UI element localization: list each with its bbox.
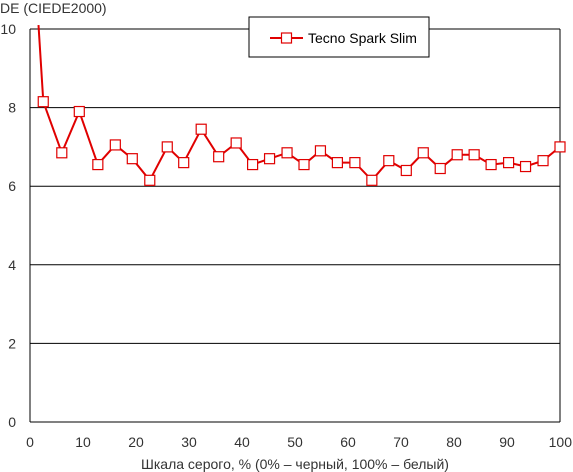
x-axis-label: Шкала серого, % (0% – черный, 100% – бел… — [141, 456, 449, 472]
data-point — [281, 147, 293, 159]
data-point — [161, 141, 173, 153]
data-point — [230, 137, 242, 149]
data-point — [73, 105, 85, 118]
data-point — [519, 160, 532, 173]
data-point — [144, 174, 156, 186]
x-tick-label: 40 — [234, 434, 250, 450]
y-tick-label: 10 — [0, 21, 16, 37]
x-tick-label: 60 — [340, 434, 356, 450]
legend: Tecno Spark Slim — [248, 16, 430, 58]
y-tick-label: 6 — [8, 178, 16, 194]
y-tick-label: 4 — [8, 257, 16, 273]
data-point — [383, 155, 395, 167]
legend-marker — [280, 32, 293, 44]
data-point — [126, 153, 138, 165]
legend-label: Tecno Spark Slim — [308, 30, 417, 46]
y-tick-label: 0 — [8, 414, 16, 430]
data-point — [109, 139, 121, 151]
data-point — [451, 149, 463, 161]
x-tick-label: 70 — [393, 434, 409, 450]
data-point — [213, 151, 225, 163]
y-tick-label: 8 — [8, 100, 16, 116]
data-point — [417, 147, 429, 159]
data-point — [434, 162, 446, 175]
data-point — [537, 155, 549, 167]
data-point — [56, 147, 68, 159]
y-tick-labels: 0 2 4 6 8 10 — [0, 21, 16, 430]
gridlines — [29, 28, 561, 423]
x-tick-label: 50 — [287, 434, 303, 450]
x-tick-label: 20 — [128, 434, 144, 450]
y-tick-label: 2 — [8, 335, 16, 351]
data-point — [554, 141, 566, 153]
data-point — [247, 158, 259, 171]
data-point — [468, 149, 480, 161]
series-layer — [37, 25, 566, 186]
data-point — [195, 123, 207, 135]
x-tick-label: 30 — [181, 434, 197, 450]
y-axis-label: DE (CIEDE2000) — [0, 0, 107, 16]
data-point — [502, 157, 515, 169]
x-tick-label: 10 — [75, 434, 91, 450]
data-point — [37, 96, 49, 108]
data-point — [263, 153, 276, 165]
x-tick-label: 90 — [499, 434, 515, 450]
data-point — [400, 164, 412, 177]
x-tick-label: 0 — [26, 434, 34, 450]
x-tick-label: 80 — [446, 434, 462, 450]
data-point — [485, 158, 497, 171]
data-point — [331, 157, 343, 169]
data-point — [366, 174, 378, 186]
data-point — [298, 158, 310, 171]
x-tick-label: 100 — [549, 434, 573, 450]
data-point — [349, 157, 361, 169]
data-point — [178, 157, 190, 169]
data-point — [92, 158, 104, 171]
data-point — [314, 145, 327, 157]
x-tick-labels: 0 10 20 30 40 50 60 70 80 90 100 — [26, 434, 572, 450]
